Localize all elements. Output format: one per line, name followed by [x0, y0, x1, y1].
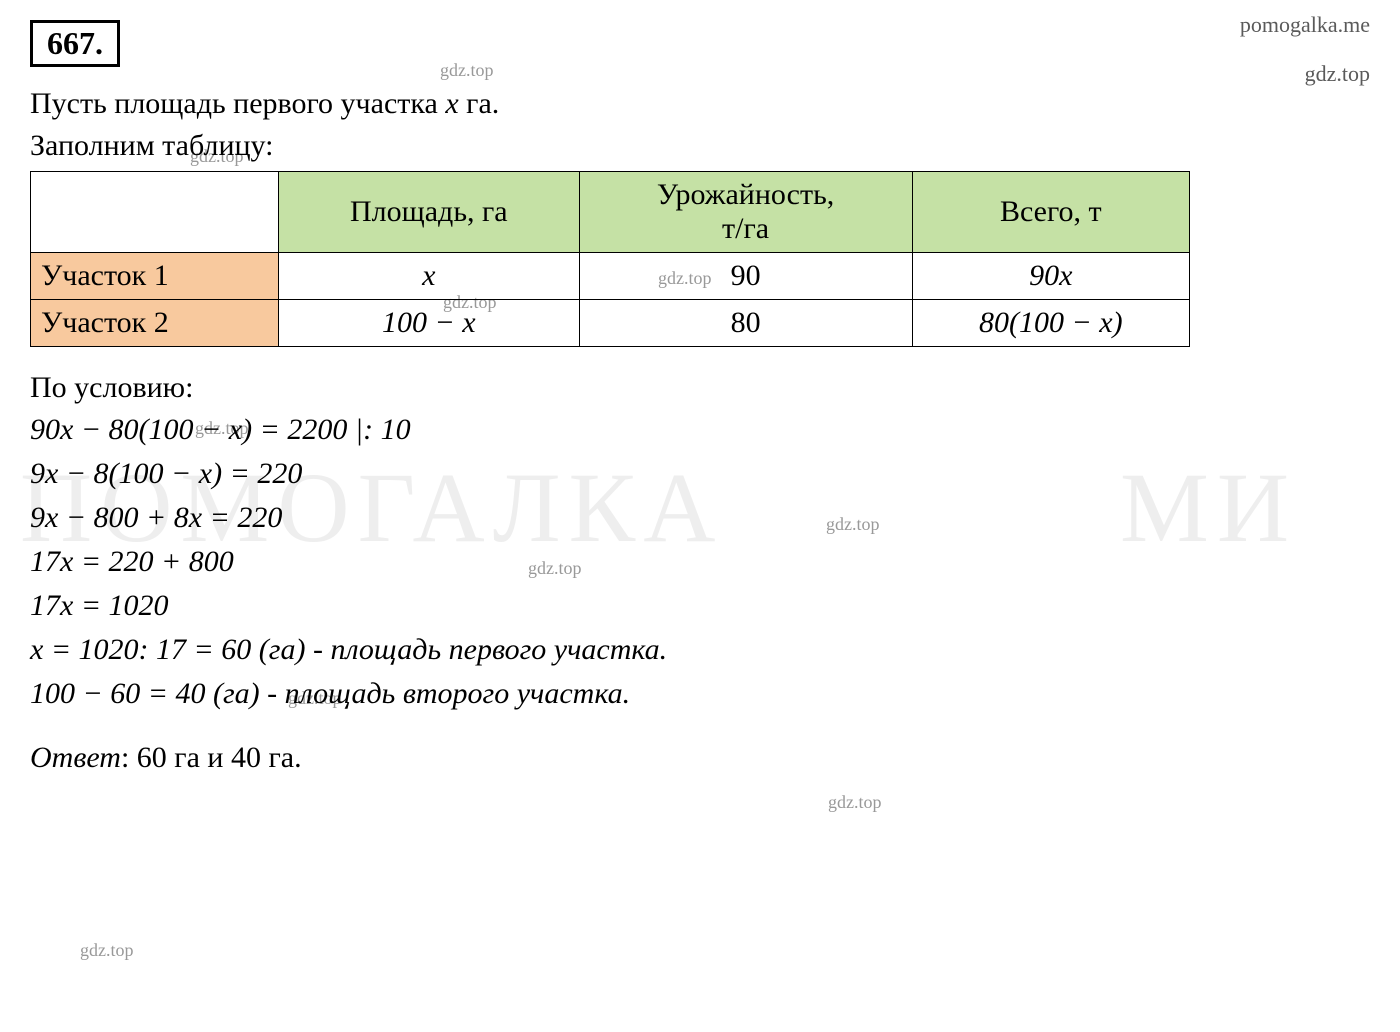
table-header-2: Всего, т	[912, 172, 1189, 253]
answer-text: : 60 га и 40 га.	[121, 741, 302, 774]
row-label-0: Участок 1	[31, 253, 279, 300]
answer-line: Ответ: 60 га и 40 га.	[30, 741, 1370, 775]
cell-0-0: x	[279, 253, 580, 300]
equation-1: 9x − 8(100 − x) = 220	[30, 457, 1370, 491]
watermark-pomogalka: pomogalka.me	[1240, 10, 1370, 41]
table-header-0: Площадь, га	[279, 172, 580, 253]
equation-4: 17x = 1020	[30, 589, 1370, 623]
watermark-top-right: pomogalka.me gdz.top	[1240, 10, 1370, 90]
intro-line: Пусть площадь первого участка x га.	[30, 87, 1370, 121]
equation-section: По условию: 90x − 80(100 − x) = 2200 |: …	[30, 371, 1370, 711]
watermark-gdz-9: gdz.top	[80, 940, 134, 961]
data-table: Площадь, га Урожайность,т/га Всего, т Уч…	[30, 171, 1190, 347]
intro-suffix: га.	[459, 87, 500, 120]
table-row: Участок 1 x 90 90x	[31, 253, 1190, 300]
row-label-1: Участок 2	[31, 300, 279, 347]
fill-table-line: Заполним таблицу:	[30, 129, 1370, 163]
cell-1-2: 80(100 − x)	[912, 300, 1189, 347]
equation-0: 90x − 80(100 − x) = 2200 |: 10	[30, 413, 1370, 447]
watermark-gdz-8: gdz.top	[828, 792, 882, 813]
intro-var: x	[445, 87, 458, 120]
answer-label: Ответ	[30, 741, 121, 774]
equation-2: 9x − 800 + 8x = 220	[30, 501, 1370, 535]
table-corner	[31, 172, 279, 253]
cell-0-2: 90x	[912, 253, 1189, 300]
cell-0-1: 90	[579, 253, 912, 300]
watermark-gdz-0: gdz.top	[440, 60, 494, 81]
cell-1-0: 100 − x	[279, 300, 580, 347]
intro-prefix: Пусть площадь первого участка	[30, 87, 445, 120]
table-row: Участок 2 100 − x 80 80(100 − x)	[31, 300, 1190, 347]
equation-5: x = 1020: 17 = 60 (га) - площадь первого…	[30, 633, 1370, 667]
table-header-1: Урожайность,т/га	[579, 172, 912, 253]
cell-1-1: 80	[579, 300, 912, 347]
condition-label: По условию:	[30, 371, 1370, 405]
equation-3: 17x = 220 + 800	[30, 545, 1370, 579]
equation-6: 100 − 60 = 40 (га) - площадь второго уча…	[30, 677, 1370, 711]
watermark-gdz-topright: gdz.top	[1240, 59, 1370, 90]
problem-number: 667.	[30, 20, 120, 67]
